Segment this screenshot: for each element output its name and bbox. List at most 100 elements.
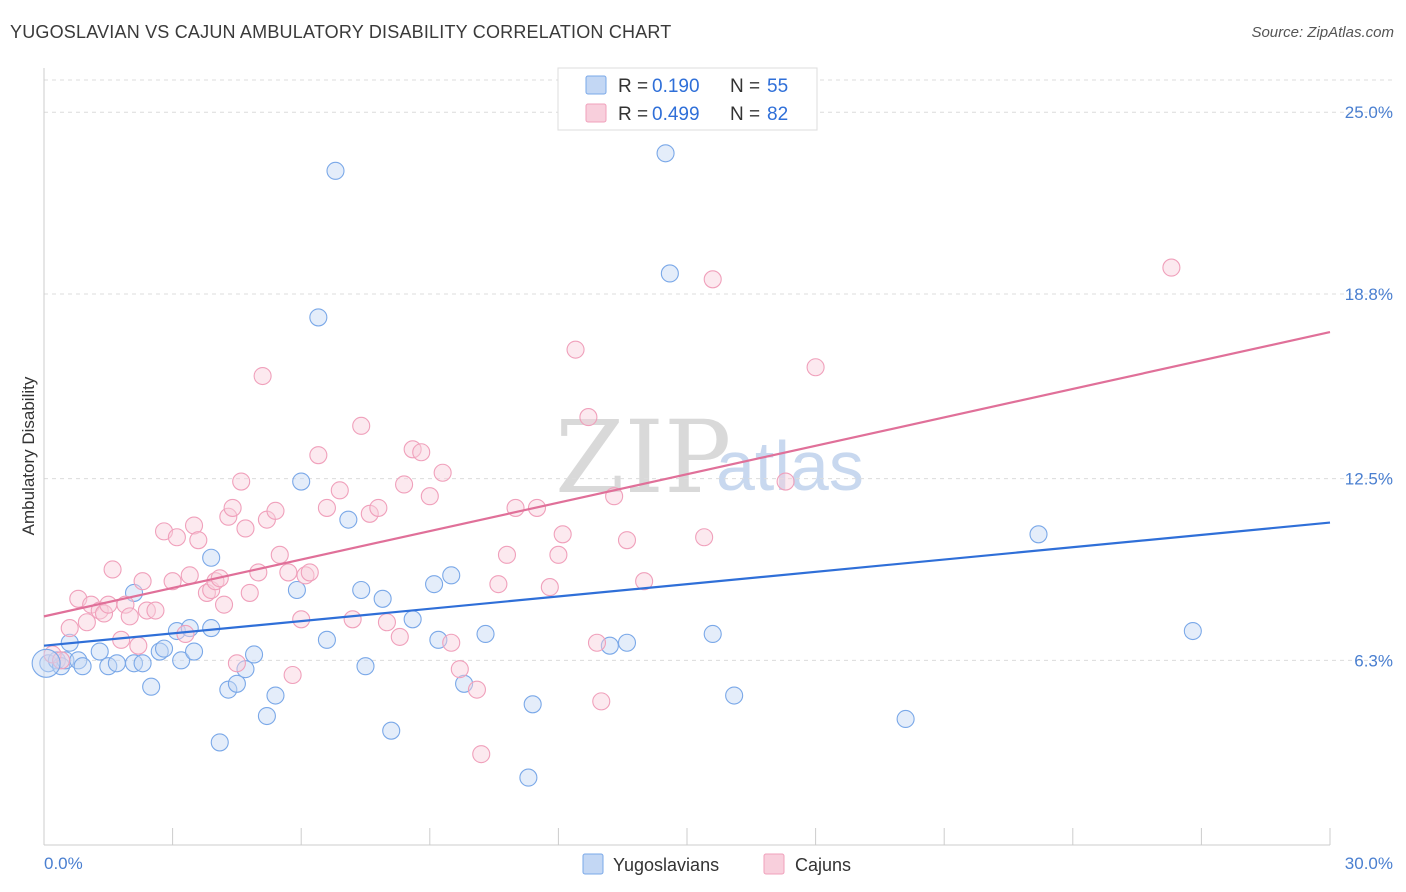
data-point bbox=[382, 721, 401, 740]
legend-n-label-2: N = bbox=[730, 104, 760, 125]
data-point bbox=[266, 501, 285, 520]
data-point bbox=[133, 654, 152, 673]
data-point bbox=[107, 654, 126, 673]
data-point bbox=[180, 566, 199, 585]
data-point bbox=[352, 416, 371, 435]
bottom-legend-swatch-cajuns bbox=[763, 853, 785, 875]
data-point bbox=[142, 677, 161, 696]
data-point bbox=[94, 604, 114, 623]
data-point bbox=[266, 686, 285, 705]
data-point bbox=[412, 443, 431, 462]
data-point bbox=[52, 651, 71, 670]
data-point bbox=[154, 639, 174, 658]
data-point bbox=[253, 366, 272, 386]
data-point bbox=[553, 525, 572, 544]
legend-swatch-cajuns bbox=[585, 103, 607, 123]
data-point bbox=[172, 651, 191, 670]
data-point bbox=[129, 636, 148, 655]
data-point bbox=[287, 580, 306, 600]
tick-labels: 6.3% 12.5% 18.8% 25.0% 0.0% 30.0% bbox=[44, 103, 1393, 873]
data-point bbox=[292, 610, 311, 629]
data-point bbox=[77, 613, 96, 632]
data-point bbox=[896, 709, 915, 729]
data-point bbox=[99, 595, 118, 614]
data-point bbox=[343, 610, 362, 629]
data-point bbox=[292, 472, 311, 491]
data-point bbox=[60, 619, 79, 638]
legend-swatch-yugoslavians bbox=[585, 75, 607, 95]
data-point bbox=[270, 545, 289, 564]
data-point bbox=[330, 481, 349, 500]
legend-r-value-1: 0.190 bbox=[652, 76, 700, 97]
data-point bbox=[369, 498, 388, 517]
data-point bbox=[617, 633, 637, 652]
y-axis-label: Ambulatory Disability bbox=[19, 376, 38, 535]
data-point bbox=[146, 601, 165, 620]
data-point bbox=[579, 408, 598, 427]
data-point bbox=[163, 572, 182, 591]
data-point bbox=[300, 563, 319, 582]
bottom-legend-label-yugoslavians: Yugoslavians bbox=[613, 855, 719, 875]
data-point bbox=[309, 308, 328, 327]
data-point bbox=[309, 446, 328, 465]
data-point bbox=[184, 516, 204, 535]
bottom-legend-label-cajuns: Cajuns bbox=[795, 855, 851, 875]
legend: R = 0.190 N = 55 R = 0.499 N = 82 bbox=[557, 67, 818, 131]
x-tick-label-max: 30.0% bbox=[1345, 854, 1393, 873]
data-point bbox=[497, 545, 517, 564]
data-point bbox=[227, 674, 246, 693]
trend-line-yugoslavians bbox=[43, 521, 1331, 647]
y-tick-label: 25.0% bbox=[1345, 103, 1393, 122]
data-point bbox=[133, 572, 152, 591]
legend-r-value-2: 0.499 bbox=[652, 104, 700, 125]
data-point bbox=[202, 548, 221, 567]
data-point-cluster bbox=[31, 648, 61, 678]
source-label: Source: ZipAtlas.com bbox=[1251, 24, 1394, 41]
data-point bbox=[442, 633, 461, 652]
data-point bbox=[223, 498, 242, 517]
data-point bbox=[244, 645, 264, 664]
data-point bbox=[519, 768, 538, 787]
data-point bbox=[656, 144, 675, 163]
watermark-atlas: atlas bbox=[716, 427, 864, 505]
data-point bbox=[352, 580, 371, 600]
data-point bbox=[240, 583, 259, 602]
data-point bbox=[523, 695, 542, 714]
gridlines bbox=[44, 79, 1395, 661]
data-point bbox=[566, 340, 585, 359]
legend-r-label-2: R = bbox=[618, 104, 648, 125]
axes bbox=[43, 68, 1331, 846]
trend-line-cajuns bbox=[43, 330, 1331, 618]
data-point bbox=[390, 627, 409, 646]
legend-r-label-1: R = bbox=[618, 76, 648, 97]
y-tick-label: 12.5% bbox=[1345, 470, 1393, 489]
data-point bbox=[450, 660, 469, 679]
data-point bbox=[90, 642, 109, 661]
data-point bbox=[1183, 621, 1202, 641]
data-point bbox=[467, 680, 487, 699]
data-point bbox=[725, 686, 744, 705]
trend-lines bbox=[43, 330, 1331, 647]
data-point bbox=[210, 733, 229, 752]
data-point bbox=[592, 692, 611, 711]
data-point bbox=[660, 264, 679, 283]
y-tick-label: 18.8% bbox=[1345, 285, 1393, 304]
data-point bbox=[339, 510, 358, 529]
data-point bbox=[442, 566, 461, 585]
data-point bbox=[617, 531, 637, 550]
legend-n-value-1: 55 bbox=[767, 76, 788, 97]
data-point bbox=[489, 575, 508, 594]
series-cajuns bbox=[43, 258, 1181, 764]
legend-n-value-2: 82 bbox=[767, 104, 788, 125]
x-tick-label-min: 0.0% bbox=[44, 854, 83, 873]
data-points bbox=[31, 144, 1202, 787]
data-point bbox=[776, 472, 795, 491]
data-point bbox=[257, 706, 276, 726]
data-point bbox=[283, 665, 302, 685]
data-point bbox=[377, 613, 396, 632]
data-point bbox=[476, 624, 495, 644]
data-point bbox=[433, 463, 452, 482]
data-point bbox=[184, 642, 204, 661]
bottom-legend-swatch-yugoslavians bbox=[582, 853, 604, 875]
